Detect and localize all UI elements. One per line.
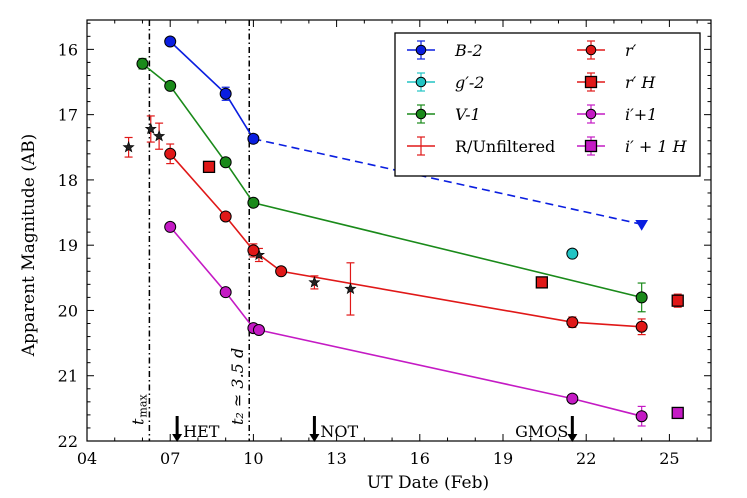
x-tick-label: 04 xyxy=(77,449,97,468)
point-r-unfiltered xyxy=(122,140,135,153)
point-r xyxy=(275,265,288,278)
point-i-1-h xyxy=(671,406,684,420)
reference-lines: tmax t₂ ≃ 3.5 d xyxy=(128,20,250,441)
x-tick-label: 16 xyxy=(410,449,430,468)
point-v-1 xyxy=(247,196,260,209)
point-i-1 xyxy=(164,220,177,233)
y-tick-label: 20 xyxy=(58,301,78,320)
data-markers xyxy=(122,35,684,423)
y-tick-label: 19 xyxy=(58,236,78,255)
vline-label-1: t₂ ≃ 3.5 d xyxy=(228,348,247,425)
point-r xyxy=(635,320,648,333)
point-v-1 xyxy=(635,291,648,304)
arrow-head-1 xyxy=(309,434,320,442)
x-tick-label: 22 xyxy=(576,449,596,468)
legend-label: i′ + 1 H xyxy=(625,137,688,156)
observation-arrows: HET NOT GMOS xyxy=(172,416,578,442)
arrow-head-0 xyxy=(172,434,183,442)
vline-label-sub: max xyxy=(136,394,149,418)
point-i-1 xyxy=(566,392,579,405)
point-b-2 xyxy=(219,87,232,100)
legend-label: i′+1 xyxy=(625,105,657,124)
tick-labels: 04 07 10 13 16 19 22 25 16 17 18 19 20 21 22 xyxy=(58,20,711,468)
x-tick-label: 25 xyxy=(659,449,679,468)
plot-frame xyxy=(86,19,712,442)
arrow-label-0: HET xyxy=(183,422,220,441)
point-r-unfiltered xyxy=(144,122,157,135)
series-line-r xyxy=(169,153,642,328)
y-tick-label: 21 xyxy=(58,367,78,386)
x-tick-label: 07 xyxy=(160,449,180,468)
point-i-1 xyxy=(219,286,232,299)
legend-label: B-2 xyxy=(454,41,483,60)
point-v-1 xyxy=(136,57,149,70)
point-r-unfiltered xyxy=(344,282,357,295)
legend-marker xyxy=(415,44,427,56)
vline-label-main: t xyxy=(128,418,147,425)
series-line-b-2 xyxy=(169,40,255,140)
point-r xyxy=(219,210,232,223)
point-b-2-extrapolated xyxy=(635,219,649,231)
y-tick-label: 17 xyxy=(58,106,78,125)
legend-marker xyxy=(585,44,597,56)
legend: B-2 g′-2 V-1 R/Unfiltered r′ r′ H i′+1 i′ + 1 H xyxy=(394,32,701,177)
y-tick-label: 22 xyxy=(58,432,78,451)
point-r-unfiltered xyxy=(153,129,166,142)
arrow-label-1: NOT xyxy=(320,422,358,441)
legend-marker xyxy=(415,76,427,88)
legend-label: V-1 xyxy=(455,105,481,124)
axes-frame xyxy=(86,19,712,442)
point-v-1 xyxy=(219,156,232,169)
y-tick-label: 16 xyxy=(58,40,78,59)
point-i-1 xyxy=(252,324,265,337)
x-tick-label: 13 xyxy=(326,449,346,468)
x-tick-label: 19 xyxy=(493,449,513,468)
point-v-1 xyxy=(164,79,177,92)
legend-label: R/Unfiltered xyxy=(455,137,555,156)
arrow-head-2 xyxy=(567,434,578,442)
legend-marker xyxy=(584,139,598,153)
point-r-h xyxy=(671,294,684,307)
y-axis-label: Apparent Magnitude (AB) xyxy=(19,134,39,358)
point-r xyxy=(247,244,260,257)
legend-marker xyxy=(584,75,598,89)
point-b-2 xyxy=(164,35,177,48)
vline-label-0: tmax xyxy=(128,394,149,425)
series-line-b-2-extrapolated xyxy=(253,138,642,226)
x-axis-label: UT Date (Feb) xyxy=(367,473,489,493)
legend-label: r′ H xyxy=(625,73,656,92)
legend-label: r′ xyxy=(625,41,637,60)
y-tick-label: 18 xyxy=(58,171,78,190)
legend-box xyxy=(394,32,701,177)
point-r xyxy=(566,316,579,329)
point-g-2 xyxy=(566,247,579,260)
point-b-2 xyxy=(247,132,260,145)
point-i-1 xyxy=(635,410,648,423)
point-r-h xyxy=(535,276,548,289)
point-r-unfiltered xyxy=(308,276,321,288)
vline-label-main: t₂ ≃ 3.5 d xyxy=(228,348,247,425)
x-tick-label: 10 xyxy=(243,449,263,468)
legend-marker xyxy=(415,108,427,120)
point-r-h xyxy=(202,160,216,174)
point-r xyxy=(164,147,177,160)
legend-marker xyxy=(585,108,597,120)
arrow-label-2: GMOS xyxy=(515,422,568,441)
legend-label: g′-2 xyxy=(455,73,484,92)
